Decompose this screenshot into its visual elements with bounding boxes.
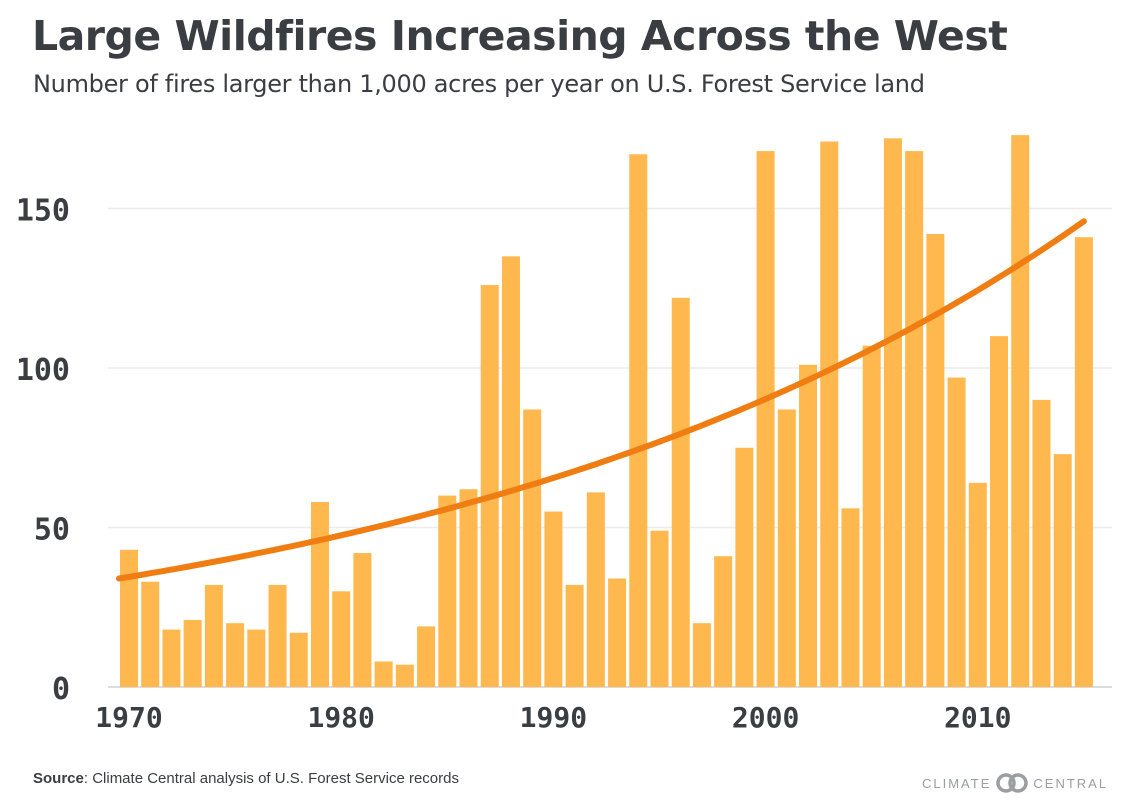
y-tick-label: 150 xyxy=(16,194,70,229)
y-tick-label: 100 xyxy=(16,353,70,388)
bar xyxy=(777,409,796,687)
bar xyxy=(947,377,966,687)
bar xyxy=(862,345,881,687)
trend-line xyxy=(116,218,1087,582)
logo-text-left: CLIMATE xyxy=(922,775,992,791)
bar xyxy=(247,629,266,687)
logo-text-right: CENTRAL xyxy=(1033,775,1109,791)
x-tick-label: 1980 xyxy=(307,701,374,734)
chart-title: Large Wildfires Increasing Across the We… xyxy=(32,12,1008,60)
climate-central-logo: CLIMATE CENTRAL xyxy=(922,772,1108,794)
y-tick-label: 0 xyxy=(52,672,70,707)
bar xyxy=(735,447,754,687)
source-label: Source xyxy=(33,770,84,787)
bar xyxy=(926,234,945,687)
x-tick-label: 1990 xyxy=(520,701,587,734)
bar xyxy=(565,584,584,687)
bar xyxy=(650,530,669,687)
source-text: : Climate Central analysis of U.S. Fores… xyxy=(83,770,459,787)
bar xyxy=(714,556,733,687)
bar xyxy=(141,581,160,687)
x-tick-label: 2010 xyxy=(944,701,1011,734)
bar xyxy=(459,489,478,687)
bar xyxy=(268,584,287,687)
bar xyxy=(1053,454,1072,687)
bar xyxy=(332,591,351,687)
bar xyxy=(289,632,308,687)
bar xyxy=(883,138,902,687)
bar xyxy=(204,584,223,687)
bar xyxy=(692,623,711,687)
x-tick-label: 2000 xyxy=(732,701,799,734)
bar xyxy=(820,141,839,687)
bar xyxy=(1032,399,1051,687)
bar xyxy=(523,409,542,687)
bar xyxy=(799,364,818,687)
climate-central-rings-icon xyxy=(996,773,1029,793)
bar xyxy=(1074,237,1093,687)
bar xyxy=(841,508,860,687)
bar xyxy=(310,501,329,687)
bar xyxy=(162,629,181,687)
bar xyxy=(671,297,690,687)
bar xyxy=(120,549,138,687)
chart-subtitle: Number of fires larger than 1,000 acres … xyxy=(33,70,925,98)
bar xyxy=(905,151,924,687)
bar xyxy=(438,495,457,687)
bar xyxy=(968,482,987,687)
bar xyxy=(586,492,605,687)
bar xyxy=(608,578,627,687)
x-tick-label: 1970 xyxy=(95,701,162,734)
bar xyxy=(544,511,563,687)
bar xyxy=(756,151,775,687)
bar xyxy=(353,553,372,687)
bar xyxy=(990,336,1009,687)
bar xyxy=(501,256,520,687)
bar xyxy=(1011,135,1030,687)
bar xyxy=(629,154,648,687)
bar xyxy=(226,623,245,687)
bar xyxy=(480,285,499,687)
y-tick-label: 50 xyxy=(34,513,70,548)
bar xyxy=(395,664,414,687)
bar xyxy=(417,626,436,687)
source-note: Source: Climate Central analysis of U.S.… xyxy=(33,770,459,787)
bar xyxy=(183,620,202,687)
bar xyxy=(374,661,393,687)
